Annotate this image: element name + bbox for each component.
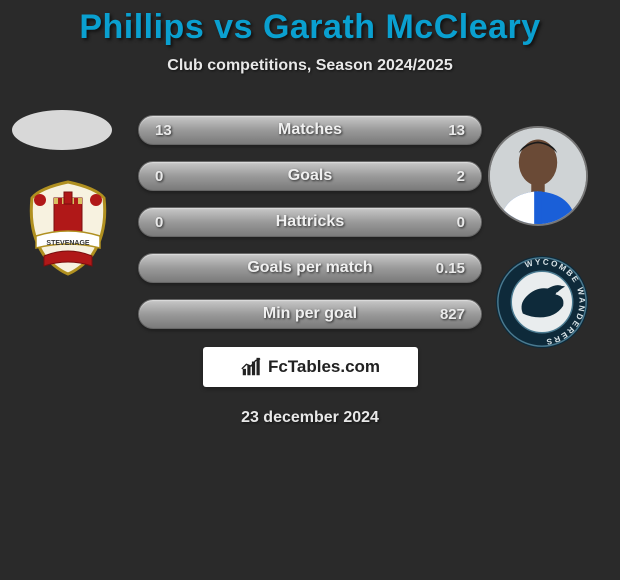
- stat-label: Goals: [139, 167, 481, 185]
- stat-left-value: 0: [155, 214, 185, 231]
- date-line: 23 december 2024: [0, 409, 620, 427]
- stat-left-value: 0: [155, 168, 185, 185]
- comparison-title: Phillips vs Garath McCleary: [0, 8, 620, 47]
- stat-label: Min per goal: [139, 305, 481, 323]
- brand-box[interactable]: FcTables.com: [203, 347, 418, 387]
- player-right-portrait-icon: [490, 128, 586, 224]
- player-right-avatar: [488, 126, 588, 226]
- club-left-badge: STEVENAGE: [18, 178, 118, 274]
- stat-label: Hattricks: [139, 213, 481, 231]
- stat-right-value: 0.15: [435, 260, 465, 277]
- stat-row-goals-per-match: Goals per match 0.15: [138, 253, 482, 283]
- stat-label: Matches: [139, 121, 481, 139]
- stat-row-matches: 13 Matches 13: [138, 115, 482, 145]
- brand-text: FcTables.com: [268, 357, 380, 377]
- comparison-subtitle: Club competitions, Season 2024/2025: [0, 57, 620, 75]
- stat-row-min-per-goal: Min per goal 827: [138, 299, 482, 329]
- player-left-avatar: [12, 110, 112, 150]
- stats-block: 13 Matches 13 0 Goals 2 0 Hattricks 0 Go…: [138, 115, 482, 329]
- stat-label: Goals per match: [139, 259, 481, 277]
- stat-left-value: 13: [155, 122, 185, 139]
- club-right-badge: WYCOMBE WANDERERS: [494, 254, 590, 350]
- stat-row-goals: 0 Goals 2: [138, 161, 482, 191]
- wycombe-crest-icon: WYCOMBE WANDERERS: [494, 254, 590, 350]
- stat-right-value: 2: [435, 168, 465, 185]
- infographic-root: Phillips vs Garath McCleary Club competi…: [0, 0, 620, 580]
- stat-right-value: 0: [435, 214, 465, 231]
- stevenage-crest-icon: STEVENAGE: [18, 178, 118, 278]
- stat-right-value: 827: [435, 306, 465, 323]
- crest-banner-text: STEVENAGE: [46, 240, 90, 247]
- stat-right-value: 13: [435, 122, 465, 139]
- bar-chart-icon: [240, 356, 262, 378]
- stat-row-hattricks: 0 Hattricks 0: [138, 207, 482, 237]
